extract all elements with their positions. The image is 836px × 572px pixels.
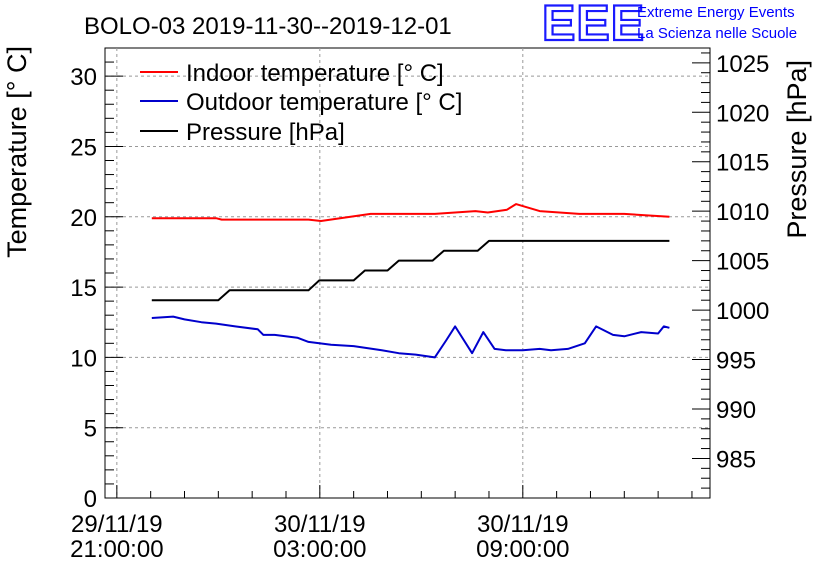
y-tick-label: 20 xyxy=(70,205,97,232)
y2-tick-label: 995 xyxy=(716,348,756,375)
x-tick-label-date: 30/11/19 xyxy=(477,511,569,538)
series-lines xyxy=(151,203,670,359)
legend-label-pressure: Pressure [hPa] xyxy=(186,119,345,146)
legend-label-indoor: Indoor temperature [° C] xyxy=(186,60,444,87)
x-tick-label-time: 09:00:00 xyxy=(476,536,569,563)
pressure-line xyxy=(151,239,670,302)
y-tick-label: 5 xyxy=(84,416,97,443)
y2-tick-label: 990 xyxy=(716,397,756,424)
axes: 0510152025309859909951000100510101015102… xyxy=(70,47,769,563)
x-tick-label-date: 29/11/19 xyxy=(71,511,163,538)
legend-label-outdoor: Outdoor temperature [° C] xyxy=(186,89,462,116)
y-tick-label: 10 xyxy=(70,345,97,372)
chart-title: BOLO-03 2019-11-30--2019-12-01 xyxy=(84,13,452,40)
y2-axis-title: Pressure [hPa] xyxy=(782,60,812,239)
x-tick-label-time: 03:00:00 xyxy=(273,536,366,563)
y2-tick-label: 1005 xyxy=(716,249,769,276)
y2-tick-label: 1020 xyxy=(716,100,769,127)
gridlines xyxy=(105,48,710,498)
eee-logo-line2: La Scienza nelle Scuole xyxy=(637,25,797,42)
eee-logo-line1: Extreme Energy Events xyxy=(637,4,795,21)
y2-tick-label: 1015 xyxy=(716,150,769,177)
y2-tick-label: 1010 xyxy=(716,199,769,226)
x-tick-label-date: 30/11/19 xyxy=(274,511,366,538)
y2-tick-label: 1000 xyxy=(716,298,769,325)
eee-logo: EEE Extreme Energy Events La Scienza nel… xyxy=(541,0,797,52)
eee-logo-mark: EEE xyxy=(542,0,645,51)
y-tick-label: 15 xyxy=(70,275,97,302)
outdoor-temperature-line xyxy=(151,315,670,359)
y2-tick-label: 985 xyxy=(716,446,756,473)
y-tick-label: 0 xyxy=(84,486,97,513)
y-tick-label: 25 xyxy=(70,134,97,161)
y2-tick-label: 1025 xyxy=(716,51,769,78)
legend: Indoor temperature [° C] Outdoor tempera… xyxy=(140,60,462,146)
y-tick-label: 30 xyxy=(70,64,97,91)
indoor-temperature-line xyxy=(151,203,670,222)
y-axis-title: Temperature [° C] xyxy=(2,46,32,258)
x-tick-label-time: 21:00:00 xyxy=(70,536,163,563)
